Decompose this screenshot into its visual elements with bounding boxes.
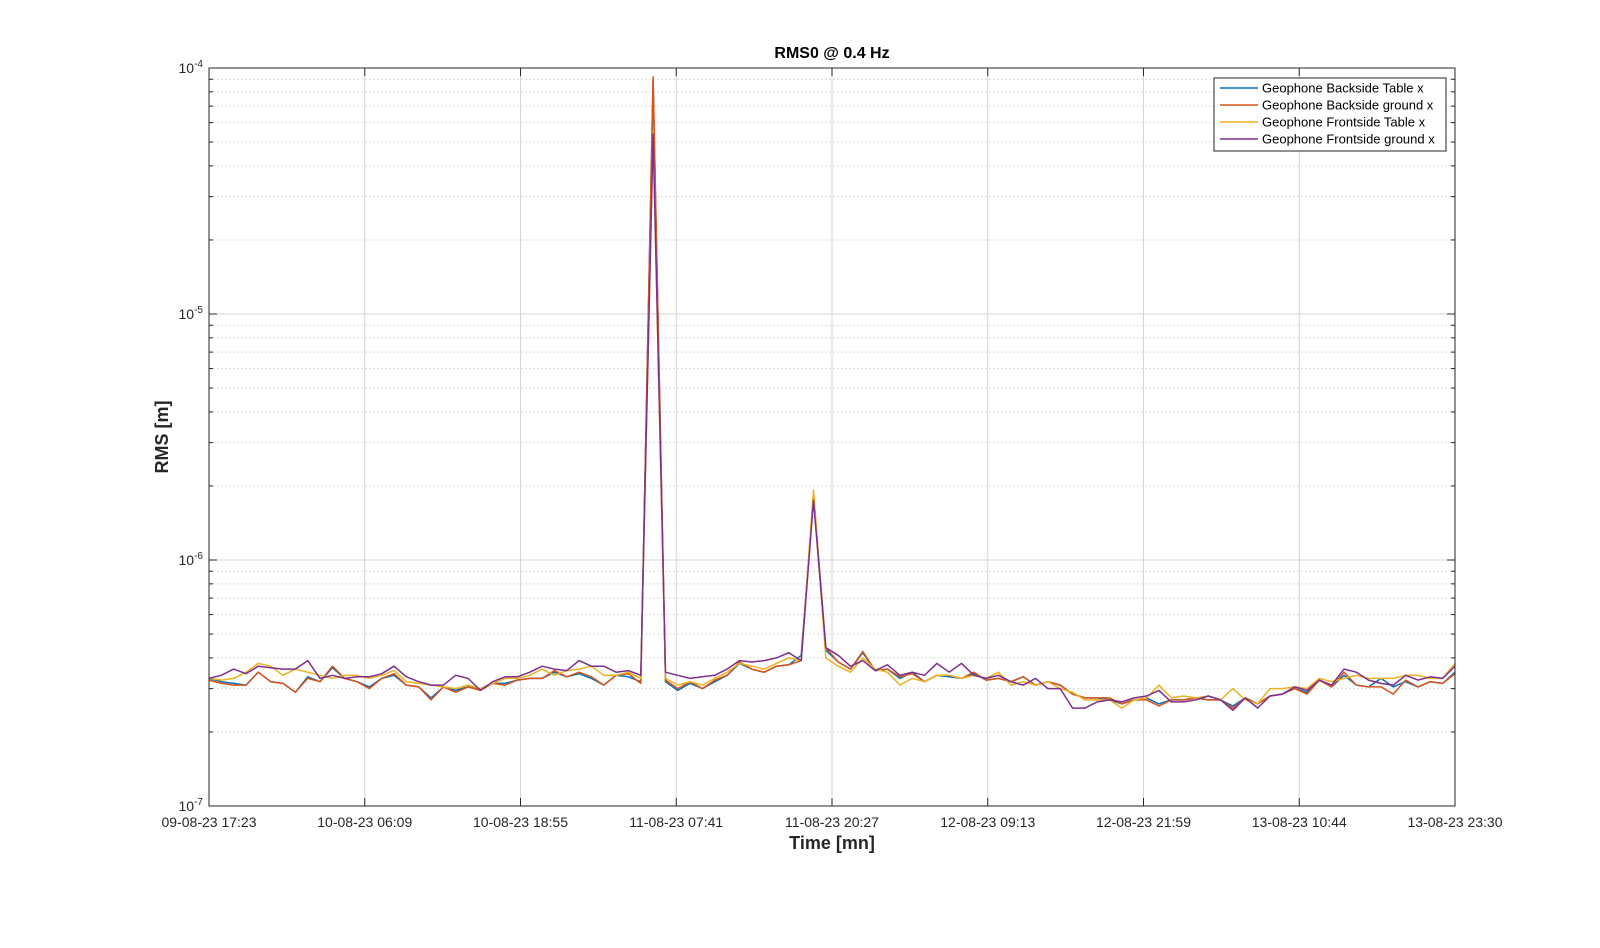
x-tick-label: 09-08-23 17:23 — [162, 814, 257, 830]
x-tick-label: 10-08-23 06:09 — [317, 814, 412, 830]
x-tick-label: 13-08-23 10:44 — [1252, 814, 1347, 830]
x-axis-label: Time [mn] — [789, 833, 875, 853]
y-axis-label: RMS [m] — [152, 401, 172, 474]
legend-entry: Geophone Frontside Table x — [1262, 115, 1426, 130]
x-tick-label: 11-08-23 07:41 — [629, 814, 723, 830]
x-tick-label: 10-08-23 18:55 — [473, 814, 568, 830]
series-lines — [208, 76, 1456, 712]
y-tick-label: 10-4 — [179, 59, 204, 76]
x-tick-label: 11-08-23 20:27 — [785, 814, 879, 830]
x-tick-label: 12-08-23 21:59 — [1096, 814, 1191, 830]
axis-ticks: 10-7 10-6 10-5 10-4 09-08-23 17:23 10-08-23 0… — [162, 59, 1503, 830]
y-tick-label: 10-5 — [179, 305, 204, 322]
y-tick-label: 10-7 — [179, 797, 204, 814]
series-line — [208, 133, 1456, 712]
x-tick-label: 12-08-23 09:13 — [940, 814, 1035, 830]
y-tick-label: 10-6 — [179, 551, 204, 568]
legend-entry: Geophone Backside Table x — [1262, 81, 1424, 96]
chart-title: RMS0 @ 0.4 Hz — [774, 45, 889, 62]
x-tick-label: 13-08-23 23:30 — [1408, 814, 1503, 830]
legend: Geophone Backside Table x Geophone Backsi… — [1213, 77, 1447, 152]
legend-entry: Geophone Frontside ground x — [1262, 132, 1435, 147]
legend-entry: Geophone Backside ground x — [1262, 98, 1434, 113]
